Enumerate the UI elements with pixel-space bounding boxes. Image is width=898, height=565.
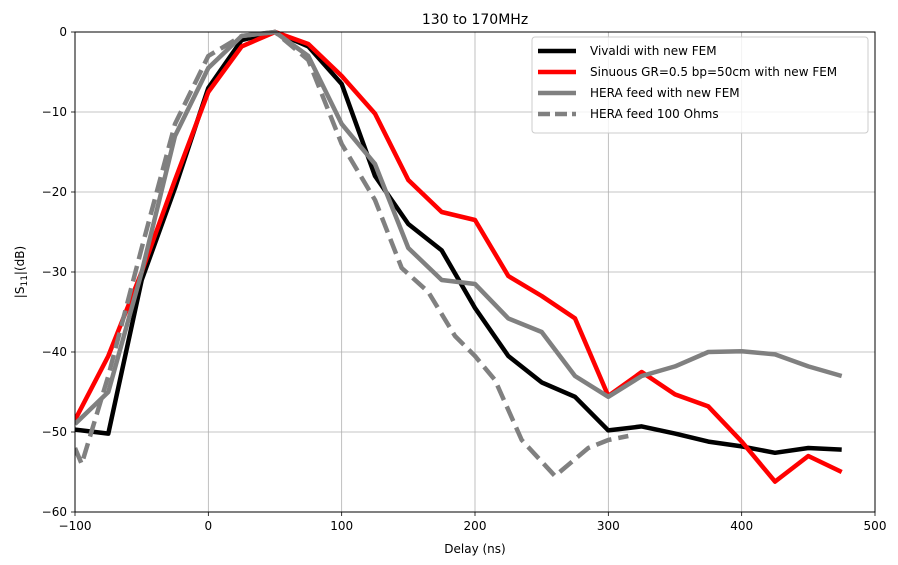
x-tick-label: 0 xyxy=(205,519,213,533)
y-axis-label-main: |S xyxy=(13,287,27,299)
legend-label: Sinuous GR=0.5 bp=50cm with new FEM xyxy=(590,65,837,79)
x-tick-label: 300 xyxy=(597,519,620,533)
y-tick-label: −40 xyxy=(42,345,67,359)
legend-label: Vivaldi with new FEM xyxy=(590,44,717,58)
y-axis-label: |S11|(dB) xyxy=(13,246,30,298)
series-line-4 xyxy=(75,29,629,479)
y-axis-label-tail: |(dB) xyxy=(13,246,27,275)
x-tick-label: 200 xyxy=(464,519,487,533)
series-layer xyxy=(75,29,843,484)
legend-label: HERA feed 100 Ohms xyxy=(590,107,719,121)
y-tick-label: −50 xyxy=(42,425,67,439)
legend-box xyxy=(531,36,869,134)
y-axis-label-sub: 11 xyxy=(20,275,30,286)
x-tick-label: −100 xyxy=(59,519,92,533)
y-tick-label: −20 xyxy=(42,185,67,199)
y-tick-label: −60 xyxy=(42,505,67,519)
ticks: −100 0 100 200 300 400 500−60−50−40−30−20−100 xyxy=(42,25,887,533)
legend: Vivaldi with new FEM Sinuous GR=0.5 bp=50… xyxy=(531,36,869,134)
x-axis-label: Delay (ns) xyxy=(444,542,505,556)
y-tick-label: −30 xyxy=(42,265,67,279)
x-tick-label: 500 xyxy=(864,519,887,533)
y-tick-label: 0 xyxy=(59,25,67,39)
series-line-2 xyxy=(75,29,843,484)
series-line-3 xyxy=(75,29,843,426)
x-tick-label: 400 xyxy=(730,519,753,533)
x-tick-label: 100 xyxy=(330,519,353,533)
y-tick-label: −10 xyxy=(42,105,67,119)
legend-label: HERA feed with new FEM xyxy=(590,86,740,100)
chart-title: 130 to 170MHz xyxy=(422,12,528,28)
